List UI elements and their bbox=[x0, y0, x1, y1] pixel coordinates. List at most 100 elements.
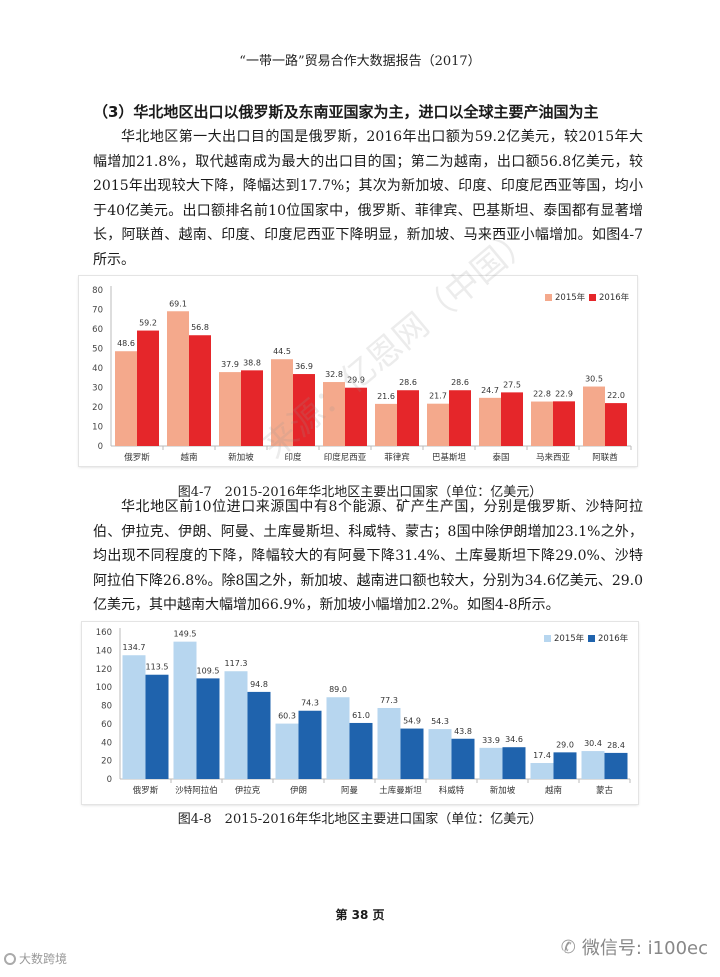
y-tick-label: 20 bbox=[92, 403, 103, 413]
bar-2015年 bbox=[326, 697, 350, 779]
bar-2016年 bbox=[247, 691, 271, 779]
corner-logo: 大数跨境 bbox=[4, 950, 67, 967]
legend-swatch bbox=[544, 635, 551, 642]
y-tick-label: 0 bbox=[98, 442, 103, 452]
data-label: 94.8 bbox=[250, 680, 268, 689]
y-tick-label: 20 bbox=[101, 757, 112, 767]
bar-2015年 bbox=[122, 655, 146, 779]
figure-4-7-caption: 图4-7 2015-2016年华北地区主要出口国家（单位：亿美元） bbox=[177, 485, 543, 500]
data-label: 33.9 bbox=[482, 736, 500, 745]
y-tick-label: 40 bbox=[101, 738, 112, 748]
bar-2015年 bbox=[224, 671, 248, 779]
bar-2016年 bbox=[449, 390, 471, 446]
category-label: 伊拉克 bbox=[235, 785, 261, 796]
category-label: 沙特阿拉伯 bbox=[175, 785, 218, 796]
category-label: 印度 bbox=[284, 452, 302, 463]
category-label: 泰国 bbox=[492, 452, 509, 463]
figure-4-8-caption: 图4-8 2015-2016年华北地区主要进口国家（单位：亿美元） bbox=[177, 812, 543, 827]
data-label: 28.4 bbox=[607, 741, 625, 750]
data-label: 30.4 bbox=[584, 739, 602, 748]
data-label: 54.3 bbox=[431, 717, 449, 726]
data-label: 37.9 bbox=[221, 360, 239, 369]
data-label: 27.5 bbox=[503, 380, 521, 389]
wechat-badge: ✆ 微信号: i100ec bbox=[561, 934, 708, 960]
data-label: 30.5 bbox=[585, 375, 603, 384]
section-title: （3）华北地区出口以俄罗斯及东南亚国家为主，进口以全球主要产油国为主 bbox=[93, 103, 599, 121]
bar-2016年 bbox=[604, 752, 628, 779]
category-label: 马来西亚 bbox=[536, 453, 571, 463]
corner-logo-text: 大数跨境 bbox=[19, 952, 68, 966]
data-label: 134.7 bbox=[123, 643, 146, 652]
y-tick-label: 160 bbox=[96, 628, 112, 638]
category-label: 新加坡 bbox=[228, 452, 254, 463]
y-tick-label: 60 bbox=[101, 720, 112, 730]
legend-swatch bbox=[545, 294, 552, 301]
bar-2016年 bbox=[189, 335, 211, 446]
y-tick-label: 140 bbox=[96, 646, 112, 656]
category-label: 菲律宾 bbox=[384, 452, 410, 463]
data-label: 28.6 bbox=[451, 378, 469, 387]
y-tick-label: 60 bbox=[92, 325, 103, 335]
data-label: 36.9 bbox=[295, 362, 313, 371]
bar-2016年 bbox=[137, 330, 159, 446]
legend-label: 2015年 bbox=[554, 633, 585, 644]
category-label: 伊朗 bbox=[290, 785, 307, 796]
data-label: 60.3 bbox=[278, 712, 296, 721]
report-header: “一带一路”贸易合作大数据报告（2017） bbox=[239, 54, 481, 69]
legend-label: 2016年 bbox=[598, 633, 629, 644]
legend-label: 2016年 bbox=[599, 292, 630, 303]
bar-2016年 bbox=[502, 747, 526, 779]
bar-2016年 bbox=[145, 674, 169, 779]
bar-2016年 bbox=[451, 738, 475, 779]
bar-2015年 bbox=[219, 372, 241, 446]
data-label: 56.8 bbox=[191, 323, 209, 332]
y-tick-label: 80 bbox=[101, 702, 112, 712]
bar-2016年 bbox=[293, 374, 315, 446]
paragraph-imports: 华北地区前10位进口来源国中有8个能源、矿产生产国，分别是俄罗斯、沙特阿拉伯、伊… bbox=[93, 499, 643, 614]
bar-2016年 bbox=[298, 710, 322, 779]
data-label: 74.3 bbox=[301, 699, 319, 708]
bar-2015年 bbox=[530, 763, 554, 779]
bar-2015年 bbox=[427, 403, 449, 446]
bar-2015年 bbox=[275, 723, 299, 779]
export-chart-svg: 0 10 20 30 40 50 60 70 80 48.6 59.2 俄罗斯 69.1 56.8 越南 37… bbox=[92, 286, 632, 463]
bar-2015年 bbox=[377, 707, 401, 779]
category-label: 蒙古 bbox=[596, 785, 614, 796]
data-label: 109.5 bbox=[197, 666, 220, 675]
category-label: 俄罗斯 bbox=[124, 452, 150, 463]
logo-icon bbox=[4, 952, 16, 965]
legend-swatch bbox=[588, 635, 595, 642]
y-tick-label: 30 bbox=[92, 384, 103, 394]
data-label: 48.6 bbox=[117, 339, 135, 348]
page-number: 第 38 页 bbox=[335, 908, 385, 922]
bar-2016年 bbox=[345, 387, 367, 446]
category-label: 新加坡 bbox=[490, 785, 516, 796]
data-label: 32.8 bbox=[325, 370, 343, 379]
y-tick-label: 70 bbox=[92, 306, 103, 316]
bar-2016年 bbox=[553, 401, 575, 446]
bar-2015年 bbox=[583, 386, 605, 446]
import-chart-svg: 0 20 40 60 80 100 120 140 160 134.7 113.5 俄罗斯 149.5 1… bbox=[96, 628, 631, 796]
wechat-badge-text: 微信号: i100ec bbox=[581, 938, 708, 959]
y-tick-label: 80 bbox=[92, 286, 103, 296]
data-label: 117.3 bbox=[225, 659, 248, 668]
data-label: 28.6 bbox=[399, 378, 417, 387]
category-label: 科威特 bbox=[439, 785, 465, 796]
bar-2016年 bbox=[196, 678, 220, 779]
legend-label: 2015年 bbox=[555, 292, 586, 303]
bar-2016年 bbox=[241, 370, 263, 446]
bar-2015年 bbox=[173, 641, 197, 779]
bar-2016年 bbox=[397, 390, 419, 446]
bar-2016年 bbox=[605, 403, 627, 446]
category-label: 印度尼西亚 bbox=[324, 452, 367, 463]
data-label: 69.1 bbox=[169, 299, 187, 308]
data-label: 17.4 bbox=[533, 751, 551, 760]
legend-swatch bbox=[589, 294, 596, 301]
bar-2015年 bbox=[531, 401, 553, 446]
category-label: 阿曼 bbox=[341, 786, 359, 796]
data-label: 113.5 bbox=[146, 663, 169, 672]
y-tick-label: 10 bbox=[92, 423, 103, 433]
y-tick-label: 100 bbox=[96, 683, 112, 693]
bar-2015年 bbox=[375, 403, 397, 446]
bar-2015年 bbox=[479, 747, 503, 779]
